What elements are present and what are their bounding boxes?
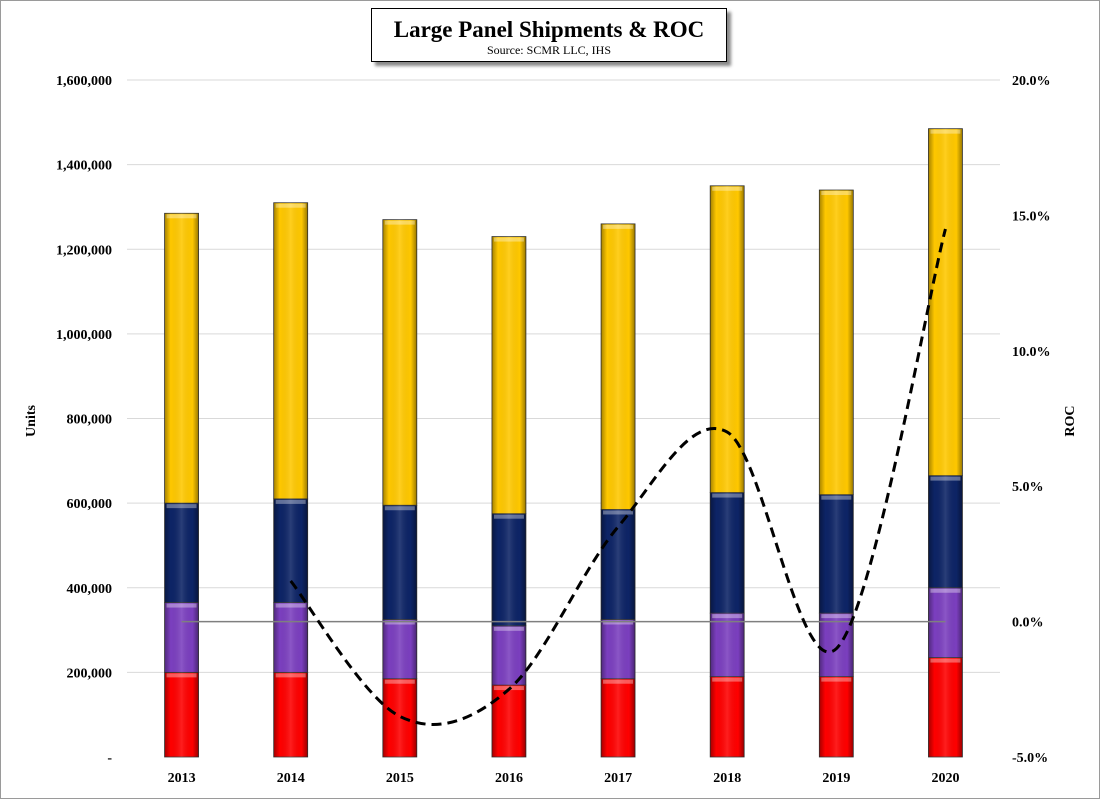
bar-shading [928, 657, 963, 757]
bar-bevel [166, 603, 197, 608]
bar-bevel [930, 476, 961, 481]
x-tick-label: 2017 [604, 771, 632, 786]
bar-shading [601, 509, 636, 620]
y2-tick-label: 0.0% [1012, 616, 1044, 631]
x-tick-label: 2016 [495, 771, 523, 786]
y-tick-label: 1,400,000 [56, 159, 112, 174]
bar-shading [491, 513, 526, 626]
bar-bevel [821, 677, 852, 682]
bar-shading [710, 613, 745, 677]
chart-title-box: Large Panel Shipments & ROC Source: SCMR… [371, 8, 727, 62]
chart-title: Large Panel Shipments & ROC [393, 17, 705, 42]
bar-shading [601, 619, 636, 679]
bar-shading [164, 213, 199, 504]
y-tick-label: 200,000 [67, 666, 113, 681]
y2-axis-ticks: -5.0% 0.0% 5.0% 10.0% 15.0% 20.0% [1012, 74, 1051, 766]
bar-bevel [712, 493, 743, 498]
bar-bevel [712, 186, 743, 191]
bar-shading [382, 678, 417, 757]
bar-series [164, 128, 963, 758]
y2-tick-label: 20.0% [1012, 74, 1051, 89]
bar-shading [273, 602, 308, 673]
y-tick-label: 1,200,000 [56, 243, 112, 258]
y-tick-label: 1,600,000 [56, 74, 112, 89]
bar-bevel [166, 214, 197, 219]
bar-bevel [821, 495, 852, 500]
y-tick-label: 1,000,000 [56, 328, 112, 343]
bar-shading [928, 128, 963, 476]
bar-bevel [930, 658, 961, 663]
bar-bevel [384, 506, 415, 511]
bar-bevel [603, 510, 634, 515]
bar-shading [819, 190, 854, 495]
bar-bevel [603, 620, 634, 625]
bar-shading [601, 223, 636, 510]
bar-bevel [493, 237, 524, 242]
bar-bevel [712, 614, 743, 619]
y2-tick-label: 10.0% [1012, 345, 1051, 360]
chart-subtitle: Source: SCMR LLC, IHS [486, 43, 611, 57]
bar-bevel [930, 129, 961, 134]
x-tick-label: 2013 [168, 771, 196, 786]
bar-shading [382, 219, 417, 506]
x-tick-label: 2018 [713, 771, 741, 786]
x-tick-label: 2019 [822, 771, 850, 786]
bar-bevel [493, 626, 524, 631]
bar-shading [710, 185, 745, 493]
bar-shading [819, 613, 854, 677]
bar-bevel [930, 588, 961, 593]
bar-shading [273, 672, 308, 757]
bar-bevel [166, 504, 197, 509]
y2-tick-label: 5.0% [1012, 480, 1044, 495]
bar-shading [382, 505, 417, 620]
bar-bevel [384, 620, 415, 625]
bar-bevel [166, 673, 197, 678]
bar-shading [819, 676, 854, 757]
bar-shading [710, 676, 745, 757]
roc-dashed-line [289, 228, 947, 726]
bar-shading [928, 475, 963, 588]
gridlines [127, 79, 1000, 673]
bar-shading [164, 672, 199, 757]
bar-shading [491, 625, 526, 686]
bar-shading [273, 202, 308, 499]
bar-shading [819, 494, 854, 614]
y-tick-label: 800,000 [67, 413, 113, 428]
bar-bevel [603, 224, 634, 229]
y-tick-label: - [107, 751, 112, 766]
bar-bevel [275, 499, 306, 504]
bar-shading [164, 503, 199, 603]
bar-shading [382, 619, 417, 679]
bar-bevel [275, 673, 306, 678]
bar-shading [164, 602, 199, 673]
bar-bevel [712, 677, 743, 682]
x-tick-label: 2020 [931, 771, 959, 786]
bar-bevel [275, 603, 306, 608]
bar-bevel [821, 614, 852, 619]
bar-shading [273, 498, 308, 603]
bar-shading [928, 587, 963, 658]
bar-bevel [275, 203, 306, 208]
bar-bevel [384, 679, 415, 684]
bar-bevel [603, 679, 634, 684]
bar-shading [491, 236, 526, 514]
bar-shading [491, 685, 526, 757]
y2-axis-title: ROC [1063, 405, 1078, 436]
y-tick-label: 600,000 [67, 497, 113, 512]
bar-shading [601, 678, 636, 757]
roc-line-group [289, 228, 947, 726]
x-tick-label: 2015 [386, 771, 414, 786]
bar-bevel [384, 220, 415, 225]
y-axis-ticks: - 200,000 400,000 600,000 800,000 1,000,000 1,… [56, 74, 112, 766]
y2-tick-label: -5.0% [1012, 751, 1048, 766]
x-axis-ticks: 2013 2014 2015 2016 2017 2018 2019 2020 [168, 771, 960, 786]
y-tick-label: 400,000 [67, 582, 113, 597]
bar-shading [710, 492, 745, 614]
y2-tick-label: 15.0% [1012, 209, 1051, 224]
x-tick-label: 2014 [277, 771, 305, 786]
bar-bevel [821, 191, 852, 196]
y-axis-title: Units [24, 405, 39, 437]
bar-bevel [493, 514, 524, 519]
